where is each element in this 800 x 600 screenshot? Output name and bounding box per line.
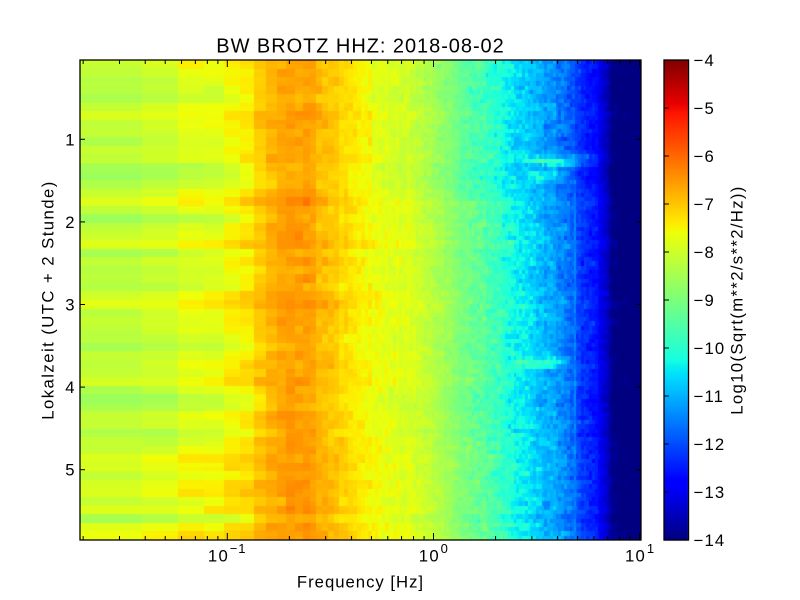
svg-text:−14: −14 — [694, 531, 726, 550]
svg-text:0: 0 — [441, 541, 449, 556]
svg-text:2: 2 — [65, 213, 74, 232]
svg-text:−12: −12 — [694, 435, 726, 454]
svg-text:10: 10 — [419, 547, 440, 566]
svg-text:4: 4 — [65, 378, 74, 397]
svg-text:−4: −4 — [694, 51, 715, 70]
svg-text:10: 10 — [208, 547, 229, 566]
svg-text:−6: −6 — [694, 147, 715, 166]
svg-text:1: 1 — [647, 541, 655, 556]
svg-text:−7: −7 — [694, 195, 715, 214]
svg-text:BW BROTZ HHZ: 2018-08-02: BW BROTZ HHZ: 2018-08-02 — [216, 36, 504, 58]
svg-text:−5: −5 — [694, 99, 715, 118]
svg-text:−11: −11 — [694, 387, 725, 406]
svg-text:10: 10 — [625, 547, 646, 566]
svg-text:1: 1 — [65, 130, 74, 149]
svg-text:−10: −10 — [694, 339, 726, 358]
svg-text:−1: −1 — [230, 541, 246, 556]
svg-text:−8: −8 — [694, 243, 715, 262]
svg-text:3: 3 — [65, 296, 74, 315]
svg-text:Lokalzeit (UTC + 2 Stunde): Lokalzeit (UTC + 2 Stunde) — [39, 180, 58, 419]
svg-text:Log10(Sqrt(m**2/s**2/Hz)): Log10(Sqrt(m**2/s**2/Hz)) — [728, 185, 747, 414]
svg-text:−9: −9 — [694, 291, 715, 310]
svg-text:5: 5 — [65, 461, 74, 480]
svg-text:−13: −13 — [694, 483, 726, 502]
svg-text:Frequency [Hz]: Frequency [Hz] — [297, 573, 424, 592]
